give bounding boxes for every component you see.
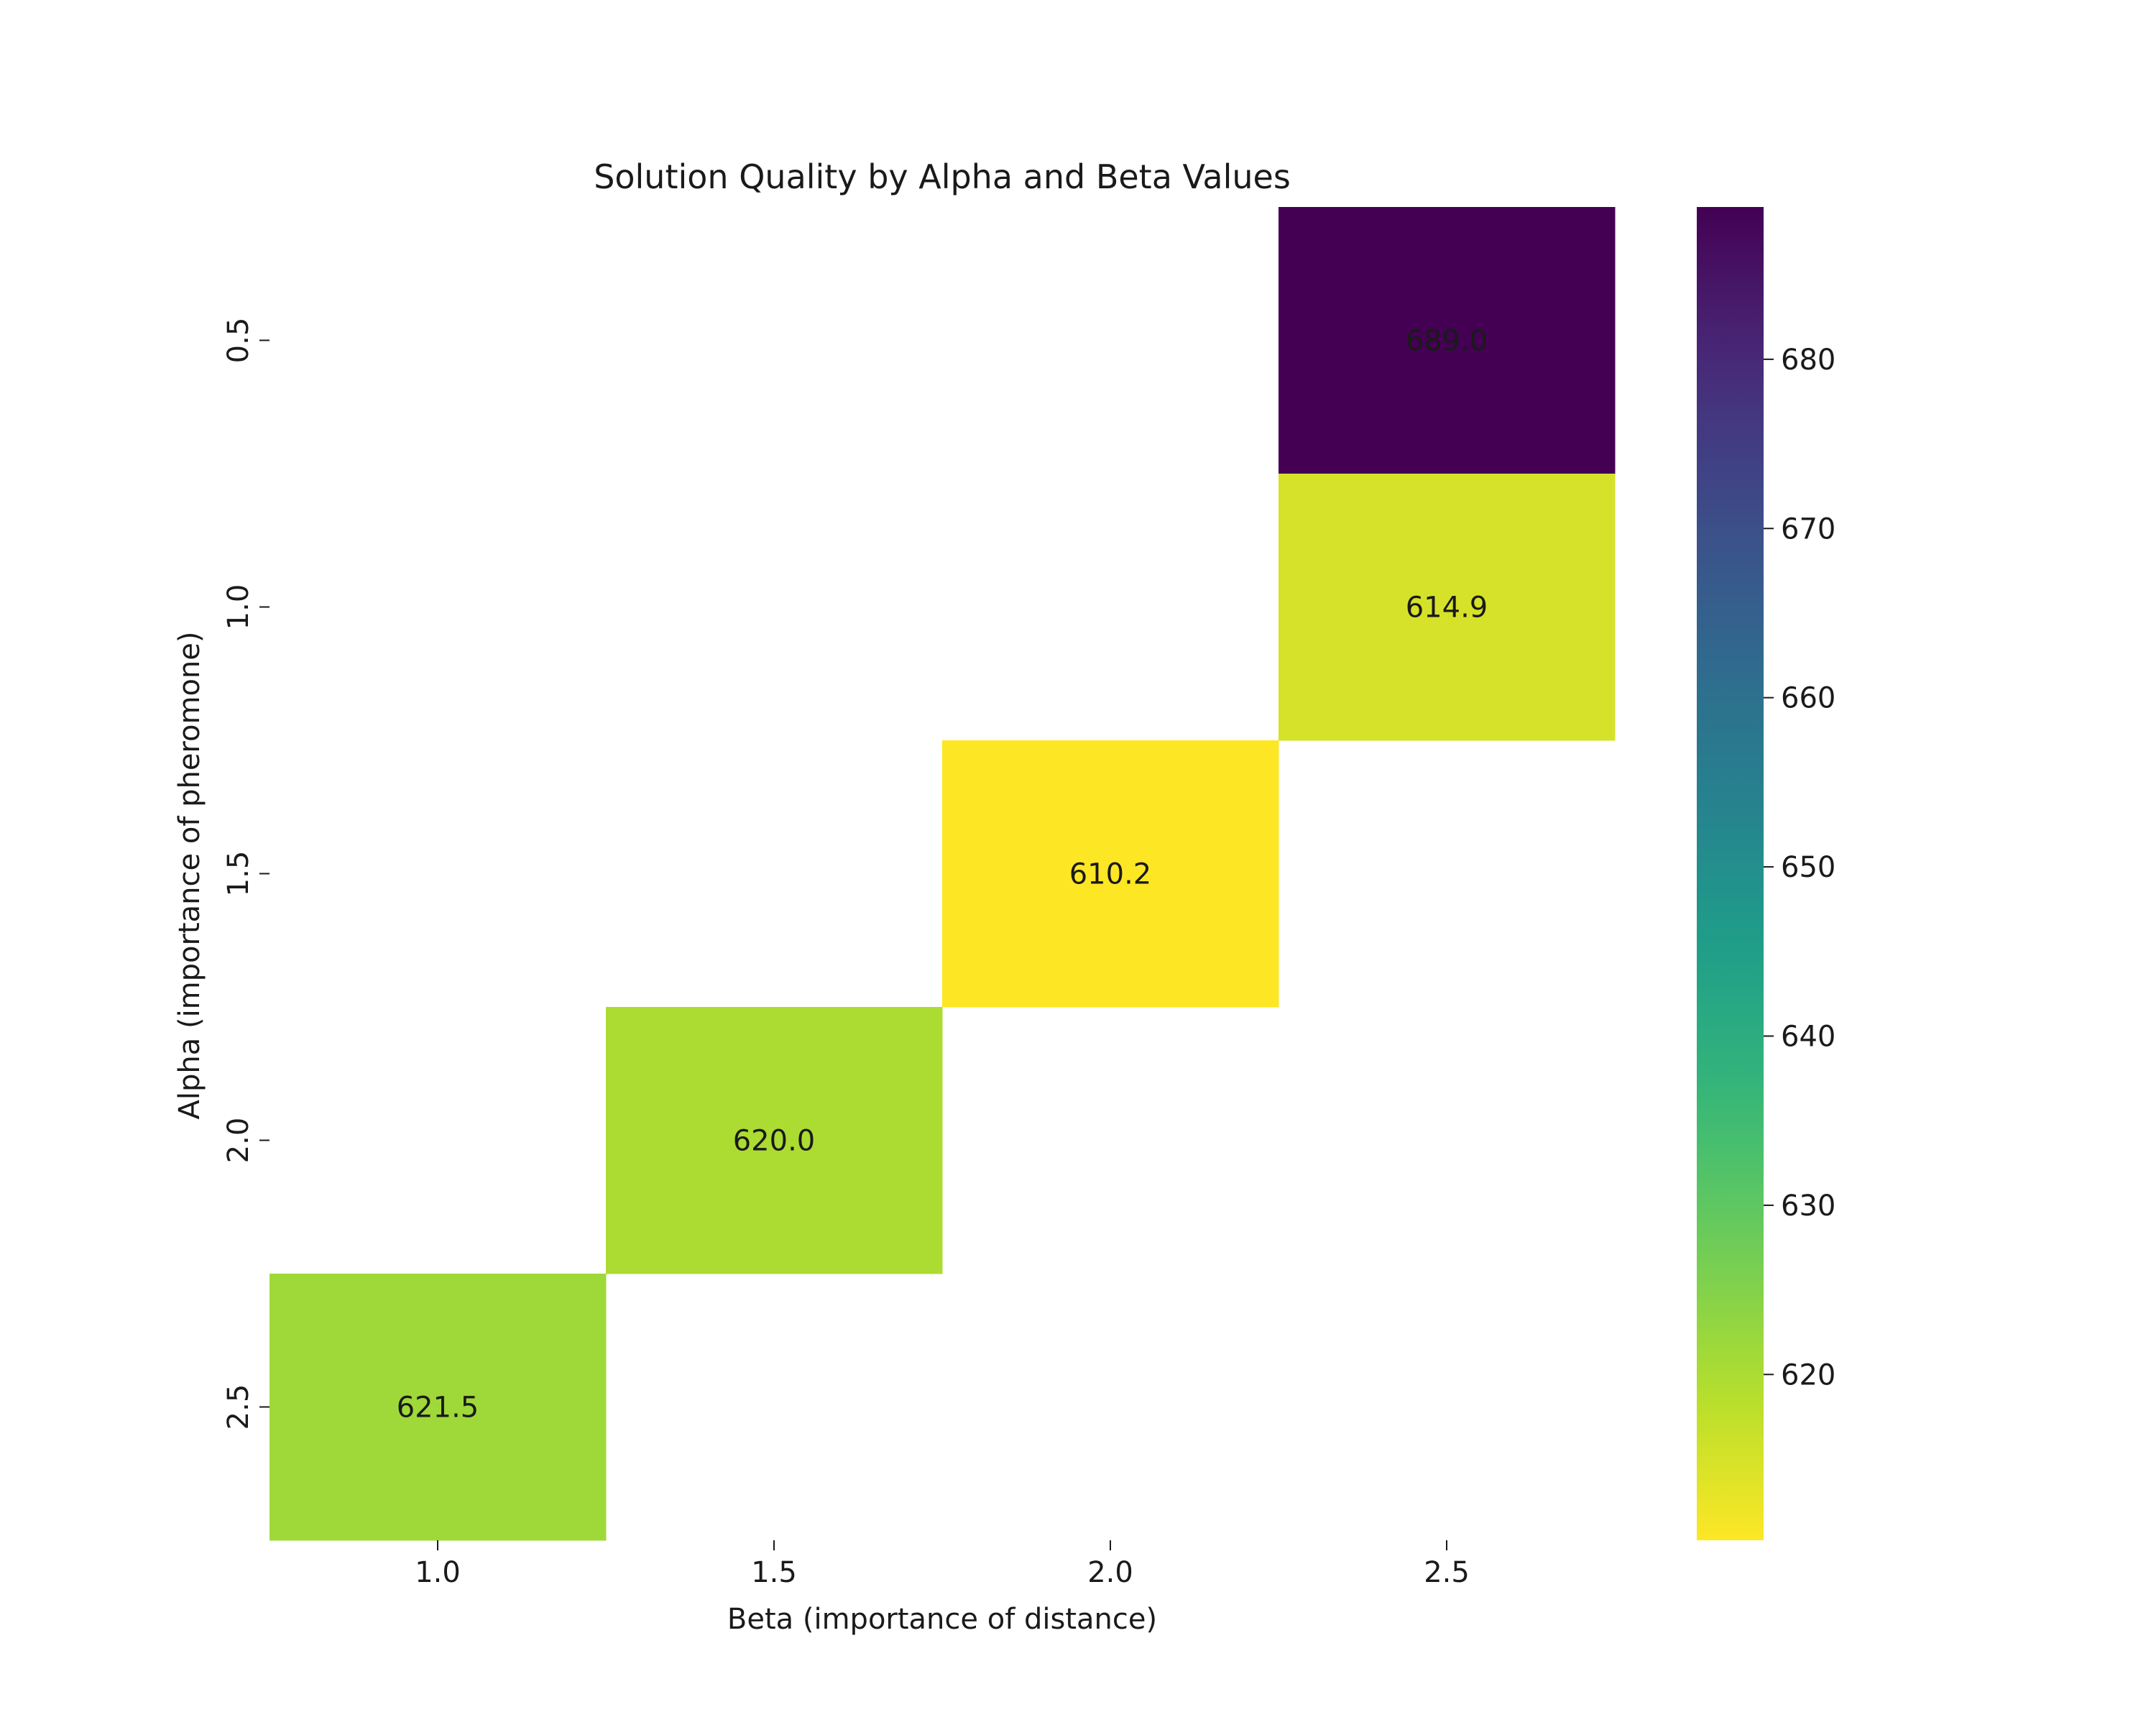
y-tick-label: 0.5 (222, 318, 255, 364)
heatmap-cells: 689.0 614.9 610.2 620.0 621.5 (270, 207, 1616, 1541)
colorbar-gradient (1697, 207, 1764, 1540)
colorbar-tick-label: 650 (1781, 851, 1835, 884)
heatmap-cell (1279, 474, 1616, 741)
colorbar-tick-label: 660 (1781, 682, 1835, 715)
colorbar-tick-label: 640 (1781, 1020, 1835, 1053)
x-tick-label: 1.5 (751, 1556, 797, 1589)
x-tick-label: 1.0 (415, 1556, 461, 1589)
y-tick-label: 2.5 (222, 1384, 255, 1430)
y-tick-label: 1.5 (222, 851, 255, 897)
colorbar-tick-label: 630 (1781, 1190, 1835, 1223)
cell-value-label: 614.9 (1406, 592, 1488, 625)
heatmap-cell (606, 1007, 943, 1274)
cell-value-label: 621.5 (397, 1392, 479, 1425)
x-tick-label: 2.5 (1424, 1556, 1470, 1589)
colorbar: 620 630 640 650 660 670 680 (1697, 207, 1835, 1540)
y-tick-label: 1.0 (222, 584, 255, 630)
heatmap-cell (270, 1274, 607, 1541)
colorbar-tick-label: 680 (1781, 344, 1835, 377)
cell-value-label: 610.2 (1069, 858, 1152, 891)
x-tick-label: 2.0 (1087, 1556, 1133, 1589)
chart-title: Solution Quality by Alpha and Beta Value… (594, 157, 1291, 196)
colorbar-tick-label: 670 (1781, 512, 1835, 546)
heatmap-cell (942, 740, 1279, 1008)
y-axis-label: Alpha (importance of pheromone) (173, 632, 206, 1120)
y-axis: 0.5 1.0 1.5 2.0 2.5 (222, 318, 270, 1430)
x-axis: 1.0 1.5 2.0 2.5 (415, 1540, 1470, 1589)
cell-value-label: 689.0 (1406, 325, 1488, 358)
cell-value-label: 620.0 (733, 1125, 816, 1158)
heatmap-cell (1279, 207, 1616, 474)
colorbar-tick-label: 620 (1781, 1358, 1835, 1392)
y-tick-label: 2.0 (222, 1118, 255, 1164)
x-axis-label: Beta (importance of distance) (727, 1603, 1157, 1636)
